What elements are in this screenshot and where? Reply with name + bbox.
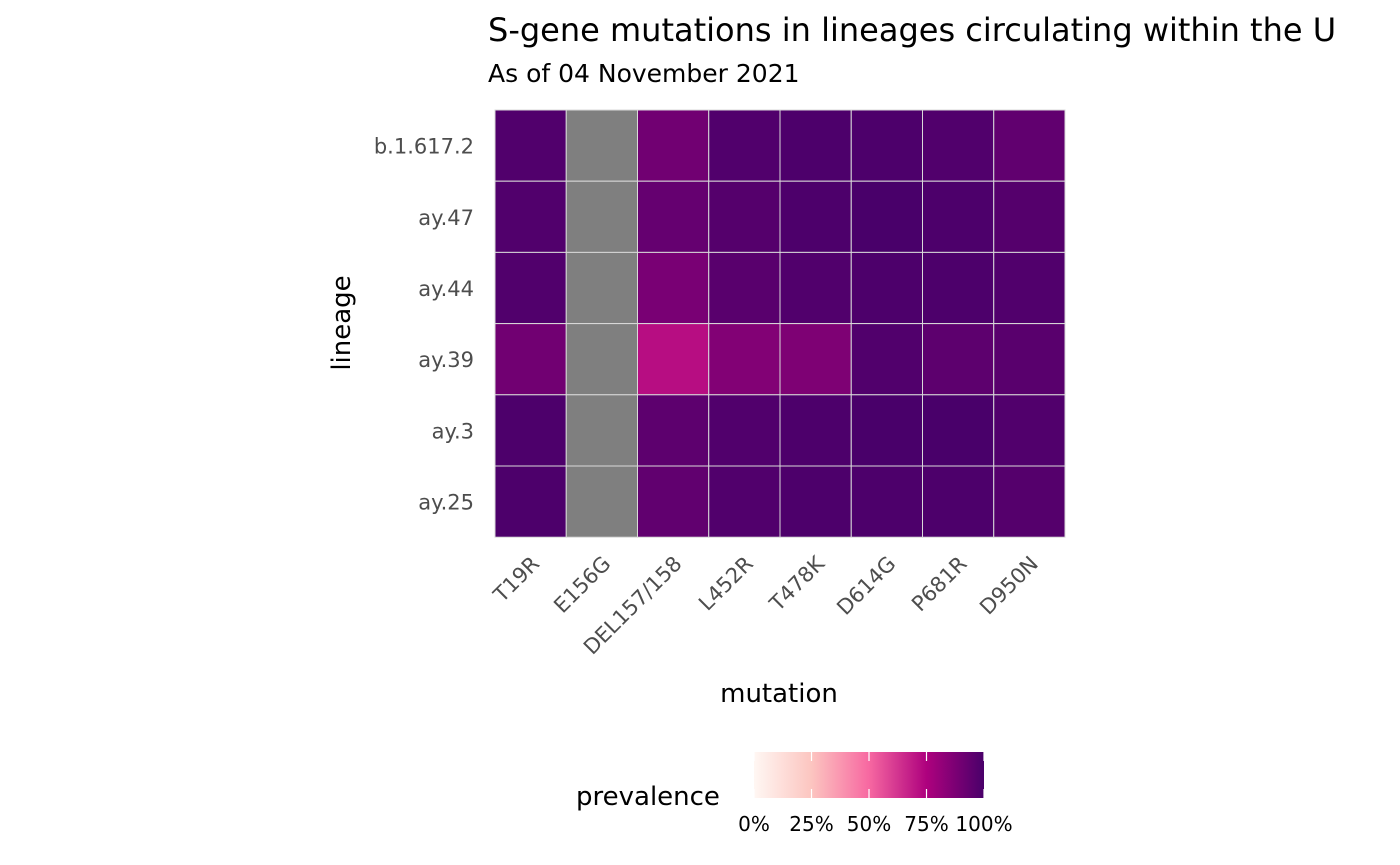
- chart-subtitle: As of 04 November 2021: [488, 59, 800, 88]
- x-tick-label: L452R: [694, 552, 758, 616]
- heatmap-cell-3-1: [565, 323, 638, 396]
- heatmap-cell-3-4: [779, 323, 852, 396]
- heatmap-cell-0-6: [922, 109, 995, 182]
- heatmap-cell-2-6: [922, 251, 995, 325]
- legend-tick-label: 25%: [789, 812, 833, 836]
- heatmap-cell-3-6: [922, 323, 995, 396]
- legend-tick-label: 50%: [847, 812, 891, 836]
- legend-tick-label: 0%: [738, 812, 770, 836]
- heatmap-cell-5-1: [565, 465, 638, 538]
- x-tick-label: P681R: [907, 552, 972, 617]
- y-tick-label: ay.47: [418, 206, 474, 230]
- heatmap-cell-5-4: [779, 465, 852, 538]
- heatmap-cell-5-5: [850, 465, 923, 538]
- heatmap-cell-2-1: [565, 251, 638, 325]
- heatmap-cell-3-2: [637, 323, 710, 396]
- y-axis-tick-labels: b.1.617.2 ay.47 ay.44 ay.39 ay.3 ay.25: [374, 135, 474, 515]
- legend-tick-label: 75%: [904, 812, 948, 836]
- heatmap-cell-0-0: [494, 109, 567, 182]
- legend-ticks: 0% 25% 50% 75% 100%: [738, 752, 1013, 836]
- y-tick-label: ay.25: [418, 491, 474, 515]
- legend-tick-label: 100%: [955, 812, 1012, 836]
- heatmap-cell-2-7: [993, 251, 1066, 325]
- heatmap-cell-0-4: [779, 109, 852, 182]
- heatmap-cell-2-5: [850, 251, 923, 325]
- x-tick-label: D614G: [832, 552, 900, 620]
- heatmap-cell-3-5: [850, 323, 923, 396]
- x-tick-label: E156G: [549, 552, 615, 618]
- heatmap-cell-1-1: [565, 180, 638, 253]
- heatmap-cell-0-7: [993, 109, 1066, 182]
- heatmap-cell-1-0: [494, 180, 567, 253]
- heatmap-cell-0-2: [637, 109, 710, 182]
- y-tick-label: ay.3: [432, 419, 474, 443]
- heatmap-cell-5-0: [494, 465, 567, 538]
- heatmap-cell-4-0: [494, 394, 567, 467]
- y-tick-label: ay.39: [418, 348, 474, 372]
- x-axis-title: mutation: [720, 679, 838, 709]
- heatmap-cell-0-3: [708, 109, 781, 182]
- heatmap-cell-3-3: [708, 323, 781, 396]
- heatmap-cells: [494, 109, 1066, 538]
- heatmap-cell-5-7: [993, 465, 1066, 538]
- heatmap-cell-5-2: [637, 465, 710, 538]
- heatmap-cell-4-1: [565, 394, 638, 467]
- heatmap-cell-3-7: [993, 323, 1066, 396]
- heatmap-cell-5-6: [922, 465, 995, 538]
- heatmap-cell-1-5: [850, 180, 923, 253]
- heatmap-cell-2-3: [708, 251, 781, 325]
- heatmap-cell-2-2: [637, 251, 710, 325]
- heatmap-cell-4-4: [779, 394, 852, 467]
- heatmap-cell-0-1: [565, 109, 638, 182]
- heatmap-cell-1-3: [708, 180, 781, 253]
- legend-title: prevalence: [576, 782, 720, 812]
- heatmap-cell-1-7: [993, 180, 1066, 253]
- heatmap-cell-4-3: [708, 394, 781, 467]
- heatmap-cell-4-6: [922, 394, 995, 467]
- heatmap-cell-5-3: [708, 465, 781, 538]
- x-tick-label: D950N: [975, 552, 1043, 620]
- heatmap-cell-1-6: [922, 180, 995, 253]
- y-tick-label: b.1.617.2: [374, 135, 474, 159]
- chart-title: S-gene mutations in lineages circulating…: [488, 11, 1336, 49]
- x-tick-label: T19R: [488, 552, 544, 608]
- heatmap-cell-4-2: [637, 394, 710, 467]
- heatmap-cell-1-2: [637, 180, 710, 253]
- heatmap-cell-2-0: [494, 251, 567, 325]
- heatmap-cell-4-5: [850, 394, 923, 467]
- heatmap-cell-2-4: [779, 251, 852, 325]
- x-tick-label: T478K: [764, 551, 830, 617]
- heatmap-cell-0-5: [850, 109, 923, 182]
- y-tick-label: ay.44: [418, 277, 474, 301]
- heatmap-cell-4-7: [993, 394, 1066, 467]
- y-axis-title: lineage: [327, 275, 357, 370]
- heatmap-cell-3-0: [494, 323, 567, 396]
- heatmap-cell-1-4: [779, 180, 852, 253]
